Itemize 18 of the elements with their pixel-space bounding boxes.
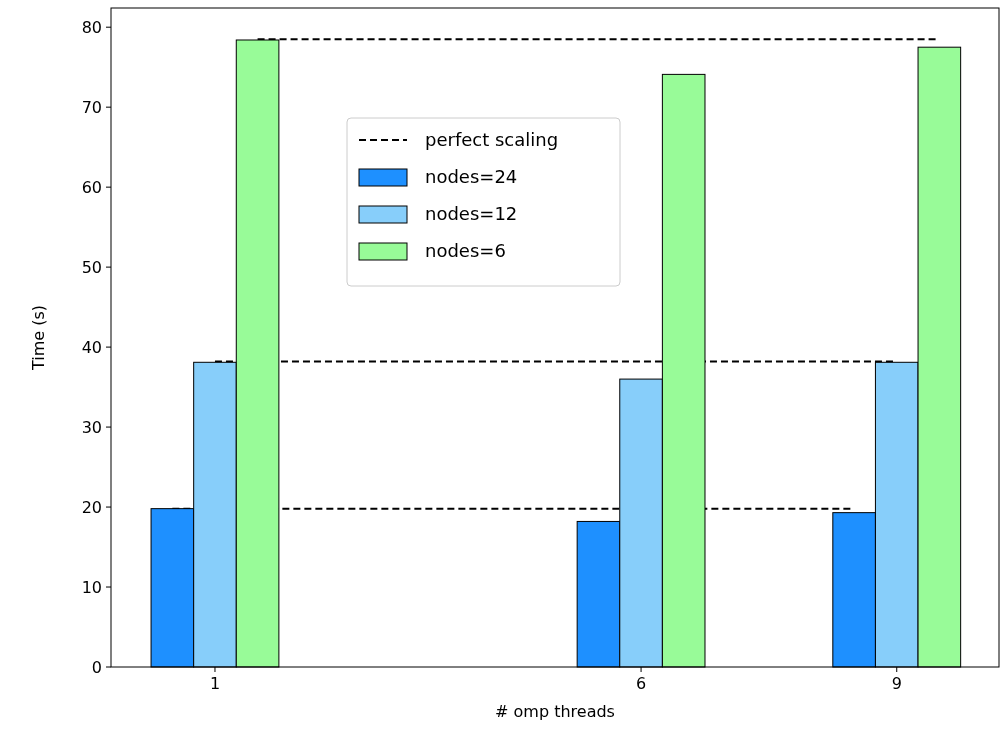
- legend-label: nodes=6: [425, 240, 506, 261]
- y-tick-label: 70: [81, 98, 102, 118]
- y-tick-label: 60: [81, 178, 102, 198]
- y-tick-label: 80: [81, 18, 102, 38]
- legend-label: perfect scaling: [425, 129, 559, 150]
- y-tick-label: 40: [81, 338, 102, 358]
- x-axis-title: # omp threads: [495, 702, 615, 721]
- legend-label: nodes=24: [425, 166, 518, 187]
- y-tick-label: 20: [81, 498, 102, 518]
- legend-label: nodes=12: [425, 203, 518, 224]
- y-tick-label: 0: [91, 658, 102, 677]
- y-tick-label: 30: [81, 418, 102, 438]
- y-tick-label: 50: [81, 258, 102, 278]
- y-axis-title: Time (s): [29, 304, 48, 372]
- x-tick-label: 9: [891, 674, 902, 693]
- x-tick-label: 6: [635, 674, 647, 693]
- y-tick-label: 10: [81, 578, 102, 598]
- x-tick-label: 1: [209, 674, 221, 693]
